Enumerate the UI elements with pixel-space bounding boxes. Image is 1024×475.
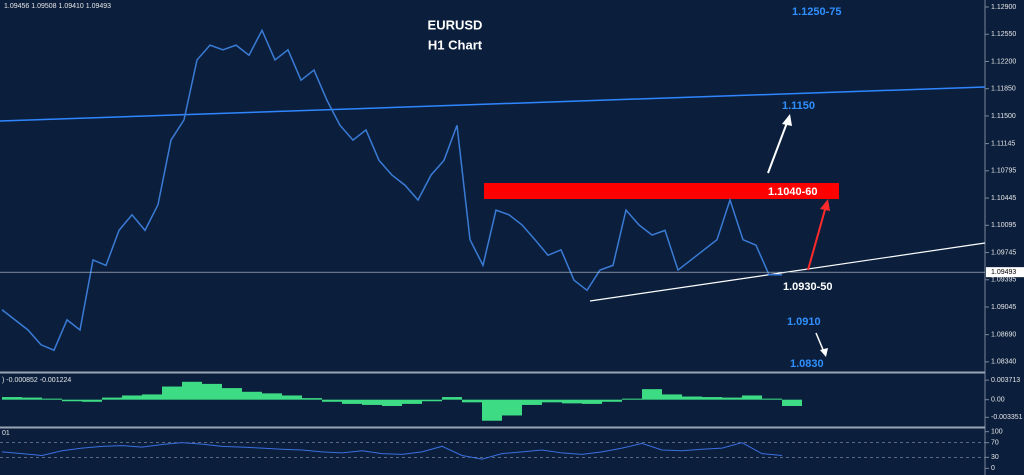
- macd-bar: [422, 399, 442, 402]
- macd-bar: [182, 381, 202, 400]
- macd-bar: [702, 397, 722, 400]
- y-tick-label: 1.11500: [991, 113, 1016, 120]
- y-tick-label: 0.003713: [991, 377, 1020, 384]
- last-price-label: 1.09493: [991, 269, 1016, 276]
- y-tick-label: 1.12900: [991, 4, 1016, 11]
- macd-bar: [82, 399, 102, 402]
- chart-subtitle: H1 Chart: [428, 37, 483, 52]
- macd-bar: [142, 394, 162, 400]
- y-tick-label: 1.10445: [991, 195, 1016, 202]
- y-tick-label: 1.09045: [991, 304, 1016, 311]
- macd-bar: [382, 399, 402, 406]
- y-tick-label: 1.11145: [991, 140, 1015, 147]
- arrow: [807, 205, 827, 271]
- macd-bar: [462, 399, 482, 403]
- rsi-label: 01: [2, 430, 10, 437]
- macd-bar: [322, 399, 342, 402]
- macd-bar: [722, 397, 742, 400]
- macd-bar: [282, 395, 302, 400]
- arrow-head: [820, 348, 828, 357]
- annotation: 1.0910: [787, 316, 821, 328]
- macd-bar: [622, 398, 642, 400]
- macd-bar: [222, 388, 242, 400]
- macd-bar: [522, 399, 542, 405]
- macd-bar: [442, 397, 462, 400]
- ohlc-header: 1.09456 1.09508 1.09410 1.09493: [4, 3, 111, 10]
- macd-bar: [482, 399, 502, 421]
- macd-bar: [682, 396, 702, 400]
- y-tick-label: 30: [991, 454, 999, 461]
- y-tick-label: 1.09395: [991, 277, 1016, 284]
- y-tick-label: 70: [991, 440, 999, 447]
- price-line: [1, 28, 782, 352]
- macd-bar: [562, 399, 582, 404]
- y-tick-label: 100: [991, 429, 1003, 436]
- last-price-box: [986, 267, 1024, 278]
- macd-bar: [642, 389, 662, 400]
- macd-bar: [262, 393, 282, 400]
- y-tick-label: 1.08690: [991, 331, 1016, 338]
- macd-bar: [402, 399, 422, 404]
- annotation: 1.0830: [790, 358, 824, 370]
- y-tick-label: 1.12200: [991, 58, 1016, 65]
- macd-bar: [782, 399, 802, 406]
- y-tick-label: -0.003351: [991, 414, 1023, 421]
- annotation: 1.1250-75: [792, 6, 842, 18]
- macd-bar: [122, 395, 142, 400]
- arrow-head: [782, 114, 792, 126]
- y-tick-label: 1.10795: [991, 168, 1016, 175]
- macd-bar: [102, 397, 122, 400]
- macd-bar: [362, 399, 382, 405]
- arrow: [767, 119, 789, 174]
- macd-bar: [502, 399, 522, 416]
- macd-bar: [582, 399, 602, 404]
- annotation: 1.0930-50: [783, 281, 833, 293]
- macd-bar: [42, 398, 62, 400]
- macd-bar: [602, 399, 622, 402]
- resistance-zone: [484, 183, 839, 199]
- y-tick-label: 0: [991, 465, 995, 472]
- rsi-line: [1, 442, 783, 460]
- annotation: 1.1150: [782, 100, 815, 112]
- y-tick-label: 0.00: [991, 397, 1005, 404]
- y-tick-label: 1.11850: [991, 86, 1016, 93]
- annotation: 1.1040-60: [768, 186, 818, 198]
- y-tick-label: 1.08340: [991, 359, 1016, 366]
- chart-title: EURUSD: [428, 17, 483, 32]
- macd-bar: [302, 398, 322, 400]
- macd-bar: [762, 398, 782, 400]
- macd-bar: [162, 386, 182, 400]
- y-tick-label: 1.09745: [991, 249, 1016, 256]
- y-tick-label: 1.12550: [991, 31, 1016, 38]
- macd-bar: [202, 383, 222, 400]
- y-tick-label: 1.10095: [991, 222, 1016, 229]
- resistance-line: [0, 86, 986, 122]
- arrow: [815, 332, 825, 353]
- macd-bar: [22, 397, 42, 400]
- macd-bar: [662, 394, 682, 400]
- macd-bar: [542, 399, 562, 403]
- macd-bar: [742, 395, 762, 400]
- macd-bar: [242, 391, 262, 400]
- macd-bar: [342, 399, 362, 404]
- arrow-head: [820, 199, 830, 211]
- macd-bar: [62, 399, 82, 402]
- arrows: [767, 114, 830, 357]
- macd-bar: [2, 397, 22, 400]
- macd-label: ) -0.000852 -0.001224: [2, 377, 71, 384]
